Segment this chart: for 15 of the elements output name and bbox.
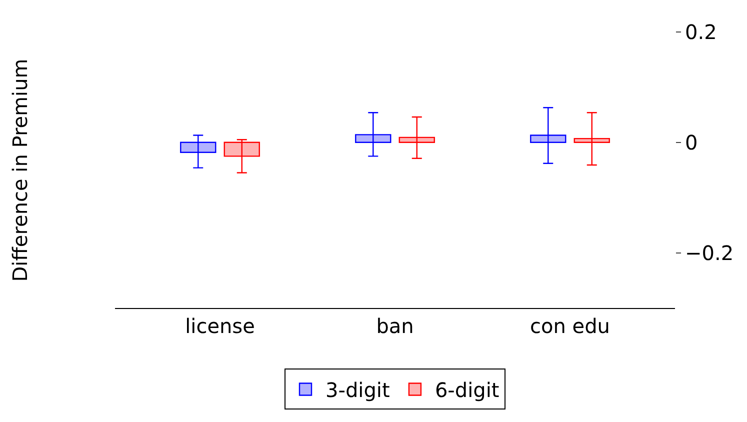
x-tick-label: license (185, 314, 255, 338)
x-tick-label: ban (376, 314, 414, 338)
bar (180, 142, 216, 153)
x-tick-label: con edu (530, 314, 610, 338)
y-tick-label: 0 (685, 130, 698, 154)
bar (530, 134, 566, 143)
y-tick-label: −0.2 (685, 240, 734, 265)
legend-label: 3-digit (326, 378, 390, 402)
legend-label: 6-digit (434, 378, 500, 402)
bar (224, 142, 260, 157)
bar (398, 136, 435, 143)
bar (574, 138, 610, 143)
y-axis-title: Difference in Premium (8, 58, 32, 282)
bar (355, 134, 392, 143)
y-tick-label: 0.2 (685, 20, 717, 44)
